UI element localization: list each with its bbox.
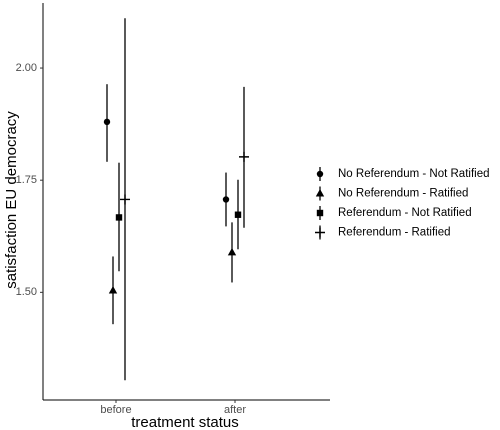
legend-label: No Referendum - Not Ratified: [338, 168, 489, 180]
y-axis-label: satisfaction EU democracy: [3, 111, 20, 289]
point: [239, 151, 249, 162]
y-tick-label: 1.75: [16, 174, 37, 186]
point: [234, 211, 242, 218]
legend-marker: [315, 189, 325, 197]
x-tick-label: after: [224, 404, 246, 416]
point: [222, 196, 230, 203]
legend-marker: [315, 227, 325, 238]
x-tick-label: before: [100, 404, 131, 416]
point: [108, 286, 118, 294]
point: [227, 247, 237, 256]
point: [103, 118, 111, 126]
legend-marker: [316, 170, 324, 178]
y-tick-label: 1.50: [16, 286, 37, 298]
x-axis-label: treatment status: [131, 414, 239, 430]
y-tick-label: 2.00: [16, 62, 37, 74]
point: [120, 194, 130, 205]
legend-marker: [316, 209, 324, 217]
legend-label: Referendum - Not Ratified: [338, 207, 472, 219]
point: [115, 214, 123, 221]
legend-label: Referendum - Ratified: [338, 227, 451, 239]
legend-label: No Referendum - Ratified: [338, 188, 468, 200]
